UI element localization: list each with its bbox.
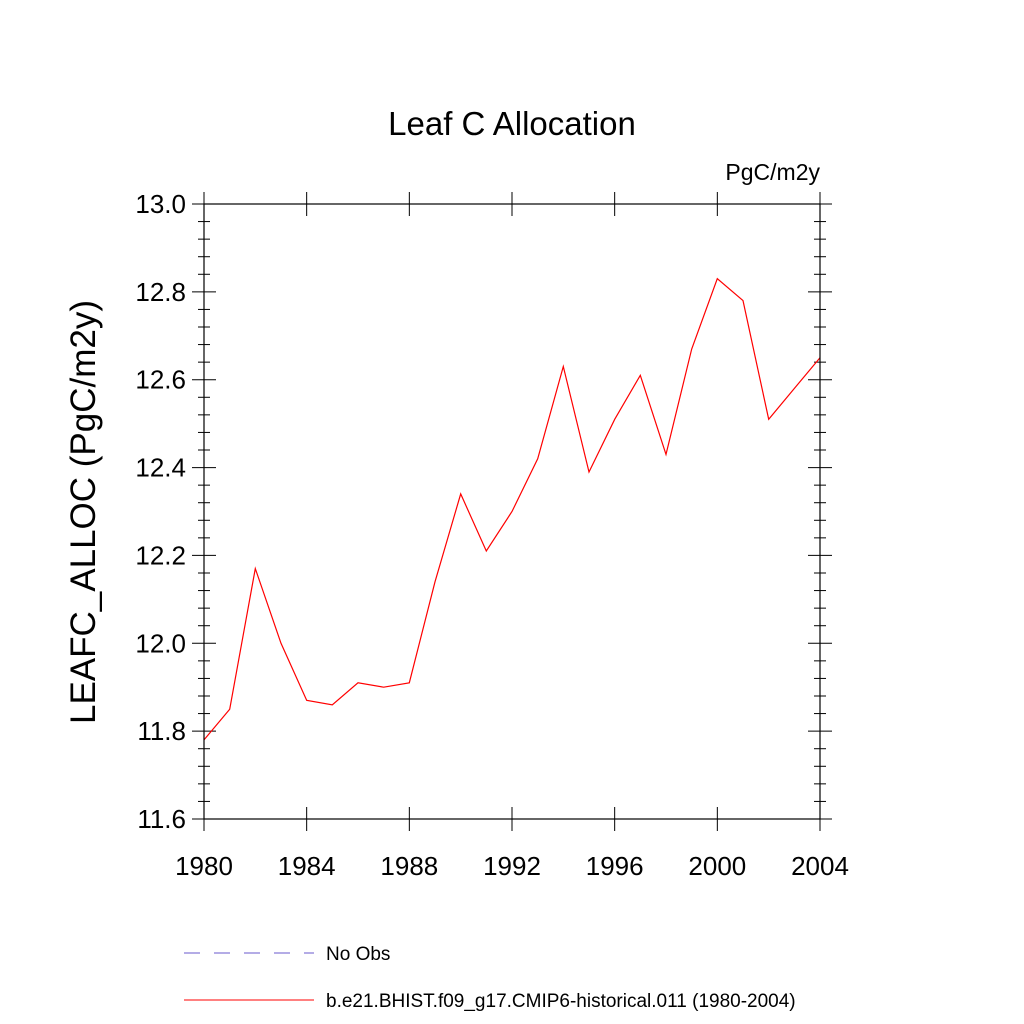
x-tick-label: 2004 xyxy=(791,851,849,881)
y-tick-label: 12.8 xyxy=(135,277,186,307)
y-tick-label: 12.0 xyxy=(135,628,186,658)
x-tick-label: 1984 xyxy=(278,851,336,881)
y-tick-label: 11.8 xyxy=(137,716,186,746)
x-tick-labels: 1980 1984 1988 1992 1996 2000 2004 xyxy=(175,851,849,881)
plot-frame xyxy=(203,203,821,820)
x-tick-label: 1988 xyxy=(380,851,438,881)
y-tick-label: 13.0 xyxy=(135,189,186,219)
y-tick-label: 12.2 xyxy=(135,540,186,570)
chart-title: Leaf C Allocation xyxy=(388,105,636,142)
series-line xyxy=(203,277,821,741)
y-tick-labels: 11.6 11.8 12.0 12.2 12.4 12.6 12.8 13.0 xyxy=(135,189,186,834)
y-tick-label: 12.4 xyxy=(135,453,186,483)
x-tick-label: 2000 xyxy=(688,851,746,881)
y-axis-label: LEAFC_ALLOC (PgC/m2y) xyxy=(64,300,103,724)
y-tick-label: 11.6 xyxy=(137,804,186,834)
x-tick-label: 1992 xyxy=(483,851,541,881)
x-tick-label: 1996 xyxy=(586,851,644,881)
x-tick-label: 1980 xyxy=(175,851,233,881)
legend: No Obs b.e21.BHIST.f09_g17.CMIP6-historic… xyxy=(184,944,796,1012)
legend-label: b.e21.BHIST.f09_g17.CMIP6-historical.011… xyxy=(326,991,796,1012)
series-group xyxy=(203,277,821,741)
units-label: PgC/m2y xyxy=(725,159,820,185)
y-tick-label: 12.6 xyxy=(135,365,186,395)
legend-label: No Obs xyxy=(326,944,390,965)
